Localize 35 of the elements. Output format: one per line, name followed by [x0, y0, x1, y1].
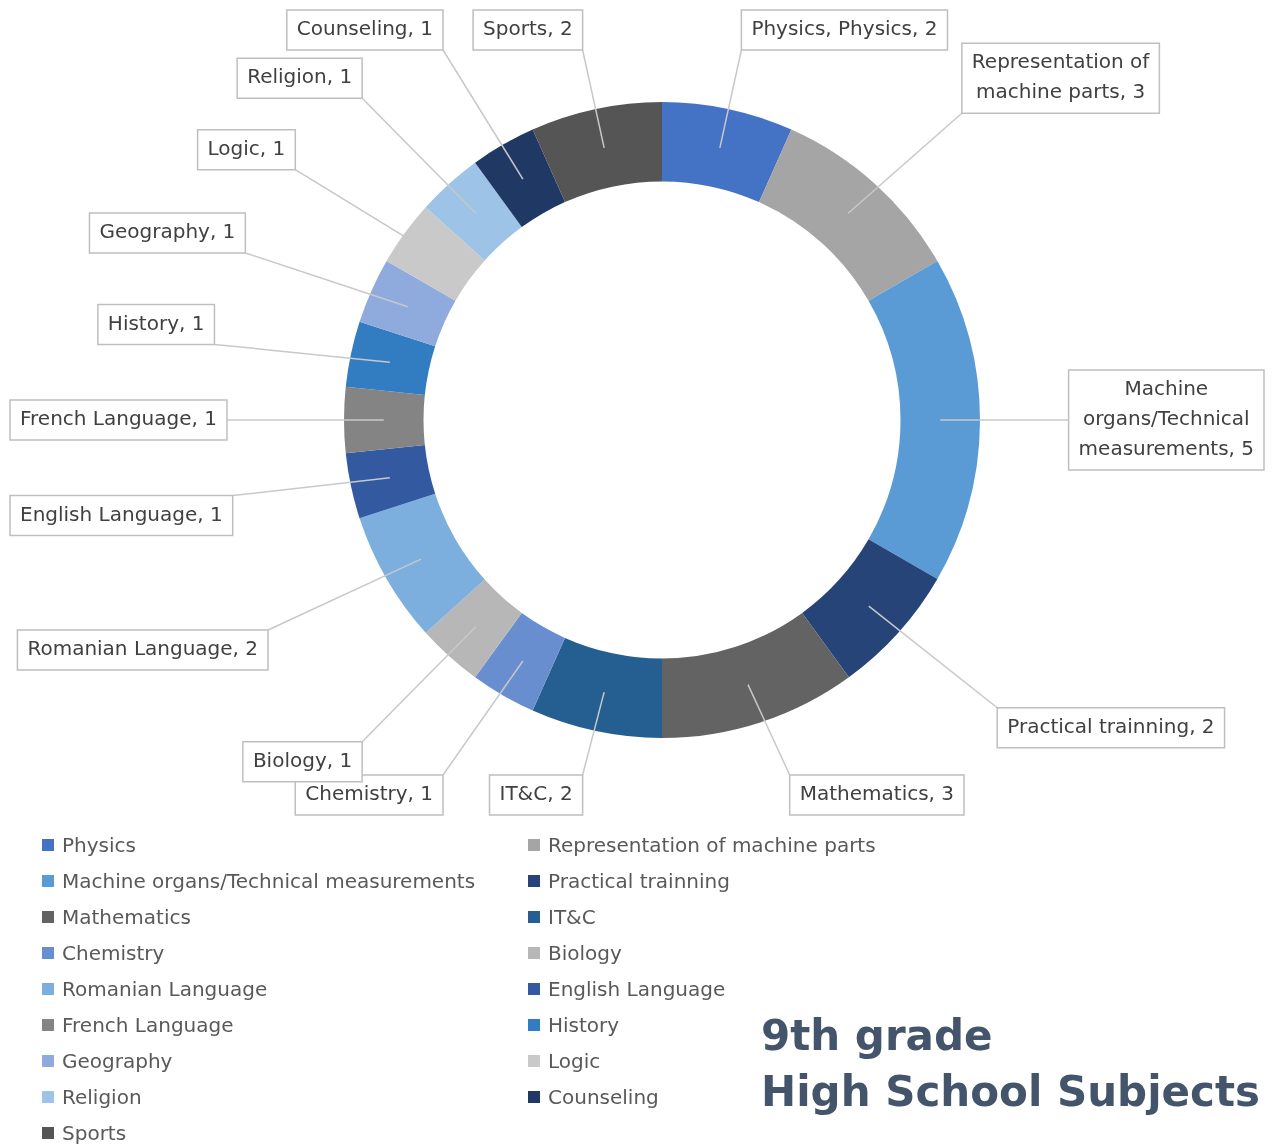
data-label: Religion, 1	[247, 64, 353, 89]
data-label: Representation of machine parts, 3	[971, 49, 1151, 104]
data-label: Geography, 1	[99, 219, 236, 244]
legend-label: French Language	[62, 1013, 234, 1037]
data-label: Logic, 1	[207, 135, 286, 160]
data-label: Chemistry, 1	[305, 781, 433, 806]
legend-label: IT&C	[548, 905, 596, 929]
legend-label: Machine organs/Technical measurements	[62, 869, 476, 893]
legend-label: Geography	[62, 1049, 173, 1073]
data-label: English Language, 1	[20, 501, 223, 526]
text: 9th grade High School Subjects	[761, 1010, 1260, 1118]
data-label: Mathematics, 3	[799, 781, 955, 806]
data-label: History, 1	[107, 310, 205, 335]
data-label: Counseling, 1	[296, 16, 433, 41]
data-label: Biology, 1	[252, 747, 353, 772]
legend-label: Logic	[548, 1049, 601, 1073]
legend-label: History	[548, 1013, 620, 1037]
legend-label: Counseling	[548, 1085, 659, 1109]
legend-label: Mathematics	[62, 905, 191, 929]
legend-label: Practical trainning	[548, 869, 730, 893]
data-label: Machine organs/Technical measurements, 5	[1078, 376, 1254, 461]
legend-label: Chemistry	[62, 941, 165, 965]
legend-label: Sports	[62, 1121, 127, 1144]
data-label: Physics, Physics, 2	[751, 16, 938, 41]
data-label: Practical trainning, 2	[1007, 713, 1215, 738]
legend-label: Biology	[548, 941, 622, 965]
data-label: IT&C, 2	[499, 781, 573, 806]
legend-label: Religion	[62, 1085, 142, 1109]
legend-label: English Language	[548, 977, 726, 1001]
legend-label: Romanian Language	[62, 977, 268, 1001]
data-label: French Language, 1	[20, 406, 217, 431]
legend-label: Representation of machine parts	[548, 833, 876, 857]
data-label: Sports, 2	[483, 16, 573, 41]
data-label: Romanian Language, 2	[27, 636, 259, 661]
legend-label: Physics	[62, 833, 136, 857]
